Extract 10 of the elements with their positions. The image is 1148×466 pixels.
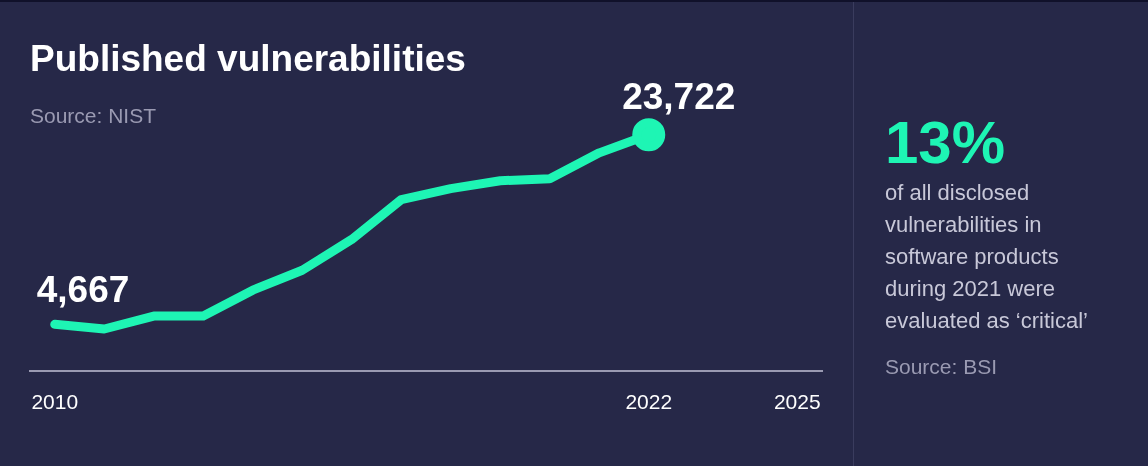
x-tick-label: 2010 bbox=[31, 390, 79, 414]
data-label: 4,667 bbox=[36, 269, 130, 311]
text: of all disclosed vulnerabilities in software products during 2021 were evaluated as ‘critical’ bbox=[885, 179, 1089, 335]
data-label: 23,722 bbox=[622, 75, 736, 117]
x-tick-label: 2022 bbox=[625, 390, 673, 414]
text: 13% bbox=[885, 108, 1006, 177]
x-tick-label: 2025 bbox=[773, 390, 821, 414]
source-note: Source: BSI bbox=[885, 355, 998, 379]
chart-title: Published vulnerabilities bbox=[30, 38, 466, 80]
chart-subtitle: Source: NIST bbox=[30, 104, 157, 128]
